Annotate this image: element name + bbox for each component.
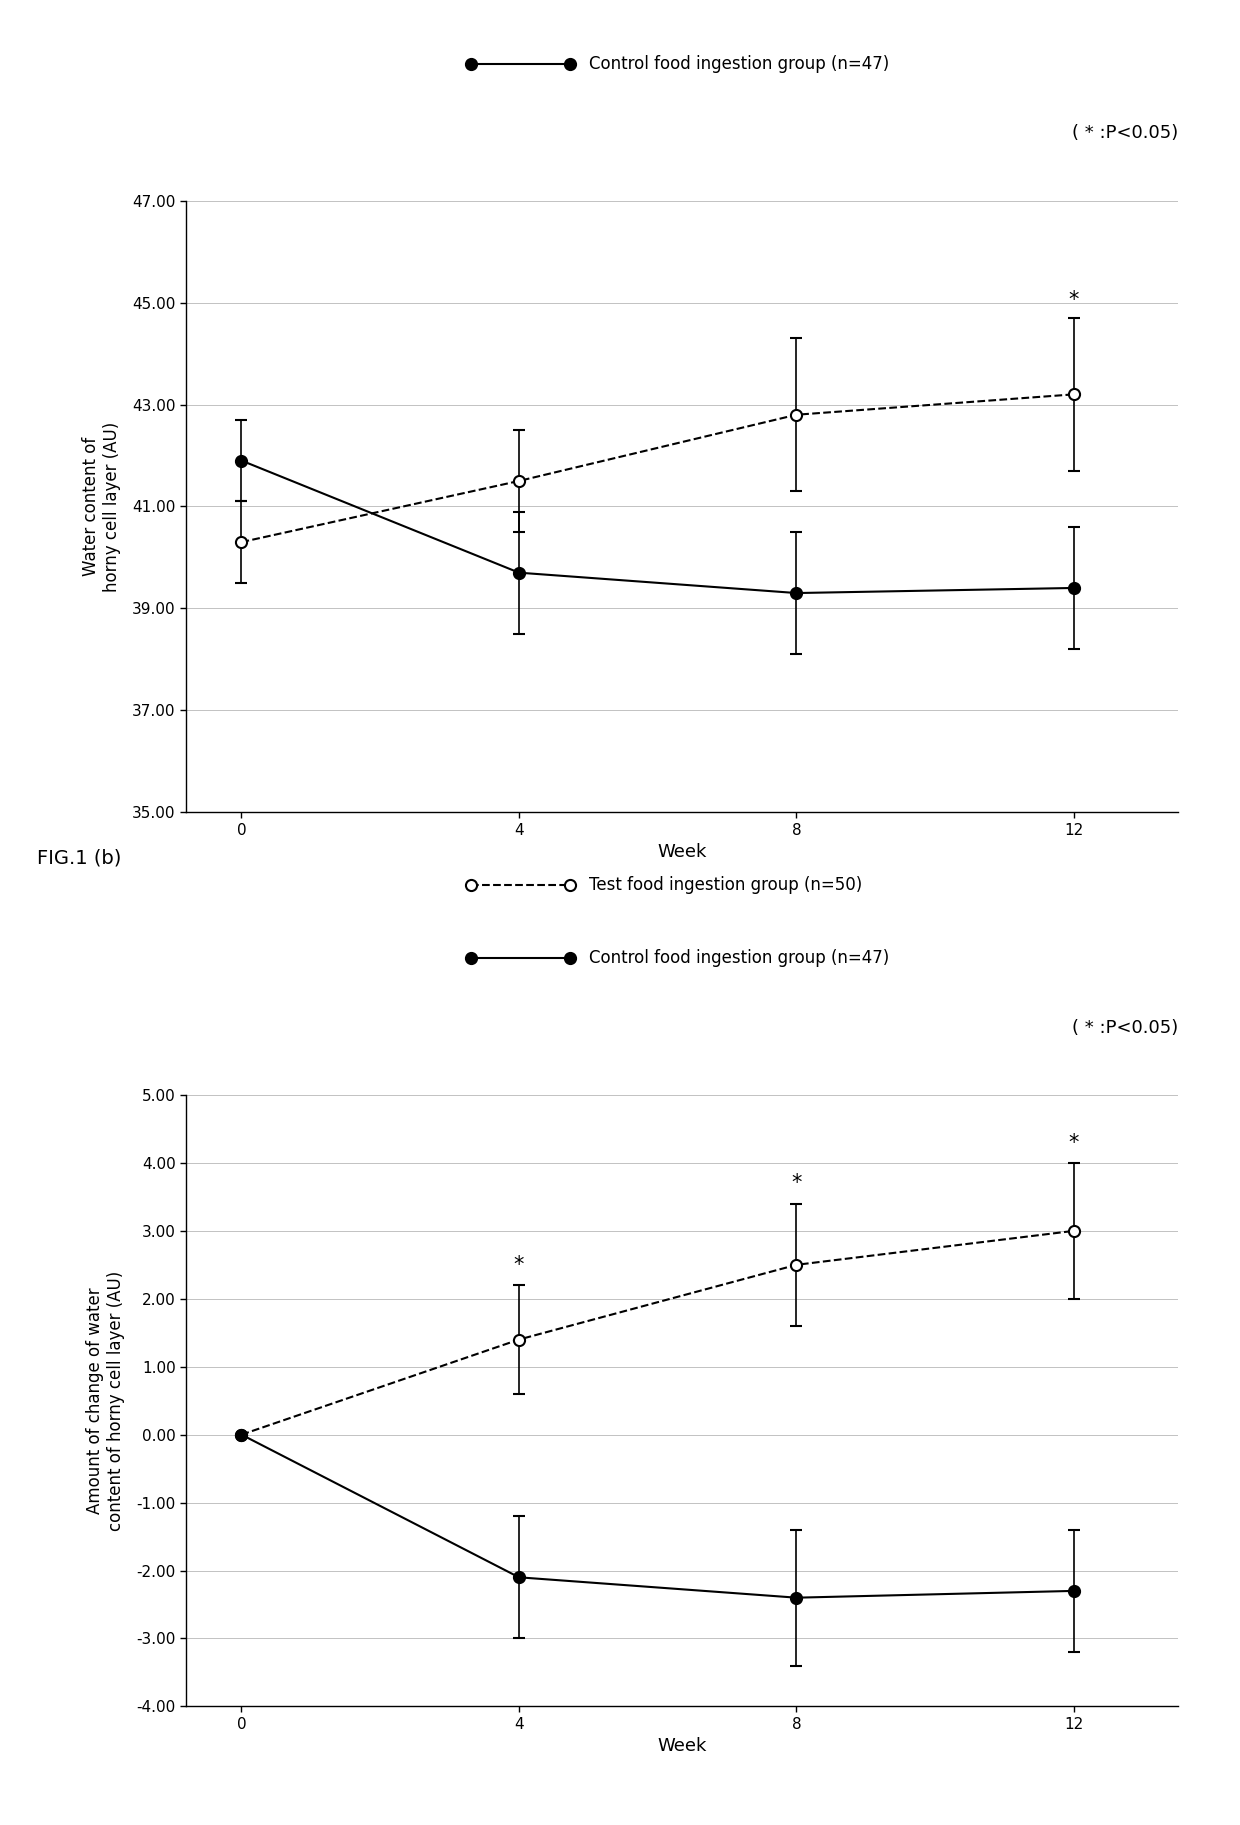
Text: FIG.1 (b): FIG.1 (b) [37,849,122,867]
Y-axis label: Amount of change of water
content of horny cell layer (AU): Amount of change of water content of hor… [87,1270,125,1531]
Text: *: * [513,1256,525,1276]
Text: *: * [791,1173,801,1194]
Text: ( * :P<0.05): ( * :P<0.05) [1071,1018,1178,1037]
Text: *: * [1069,290,1079,310]
Text: Control food ingestion group (n=47): Control food ingestion group (n=47) [589,949,889,967]
Text: Control food ingestion group (n=47): Control food ingestion group (n=47) [589,55,889,73]
Text: ( * :P<0.05): ( * :P<0.05) [1071,124,1178,142]
Y-axis label: Water content of
horny cell layer (AU): Water content of horny cell layer (AU) [82,422,120,591]
Text: *: * [1069,1133,1079,1153]
X-axis label: Week: Week [657,843,707,861]
Text: Test food ingestion group (n=50): Test food ingestion group (n=50) [589,876,862,894]
X-axis label: Week: Week [657,1737,707,1756]
